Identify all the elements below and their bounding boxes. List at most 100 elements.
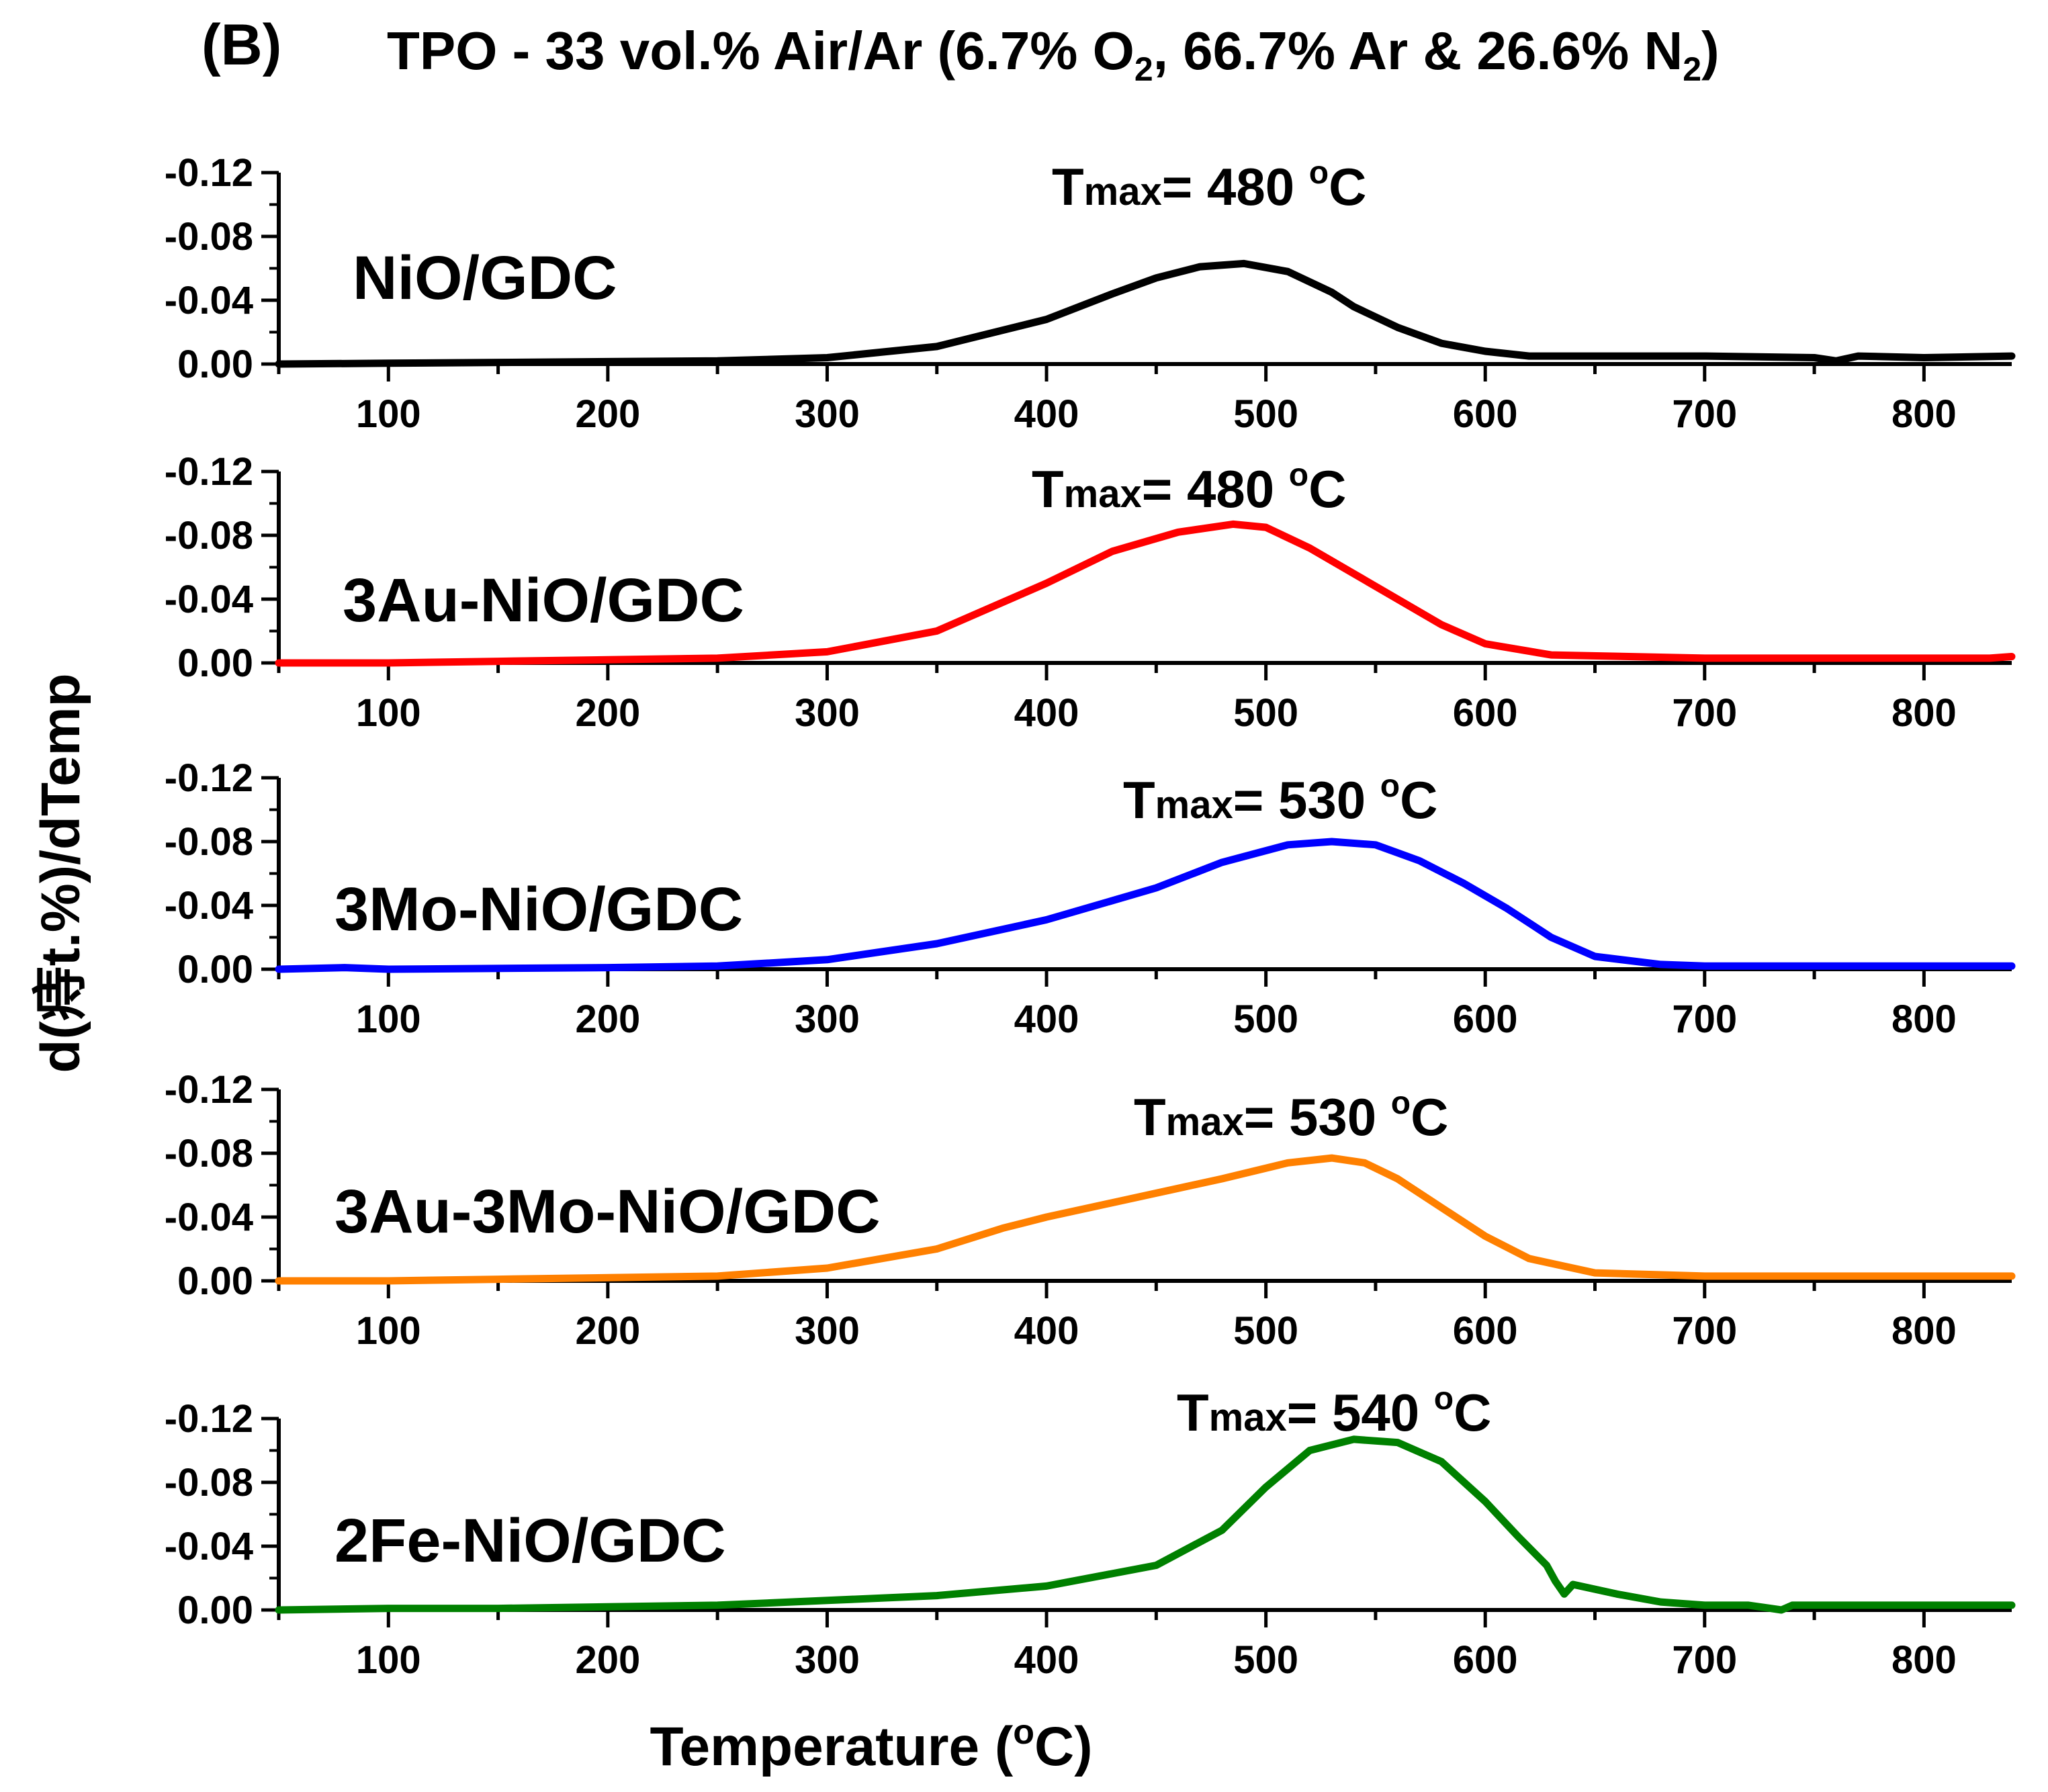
x-tick-label: 600 <box>1453 392 1518 436</box>
x-tick-label: 300 <box>795 392 860 436</box>
x-tick-label: 200 <box>575 691 640 735</box>
panel-1: 0.00 -0.04 -0.08 -0.12 100 200 300 400 500 600 700… <box>165 151 2016 436</box>
y-tick-label: -0.04 <box>165 884 253 928</box>
title-end: ) <box>1701 21 1720 81</box>
tmax-annotation: Tmax= 530 oC <box>1123 768 1437 830</box>
panel-3: 0.00 -0.04 -0.08 -0.12 100 200 300 400 500 600 700… <box>165 756 2016 1041</box>
x-axis-label-main: Temperature ( <box>650 1716 1013 1777</box>
series-line <box>275 1435 2016 1614</box>
x-tick-label: 400 <box>1014 691 1079 735</box>
x-axis-label-degree: o <box>1013 1713 1034 1752</box>
y-tick-label: -0.08 <box>165 514 253 557</box>
y-tick-label: -0.12 <box>165 1068 253 1112</box>
y-tick-label: 0.00 <box>177 343 253 386</box>
y-tick-label: -0.12 <box>165 151 253 195</box>
y-axis-label: d(痔t.%)/dTemp <box>30 673 91 1073</box>
x-tick-label: 500 <box>1233 997 1298 1041</box>
x-tick-label: 400 <box>1014 997 1079 1041</box>
y-tick-label: 0.00 <box>177 641 253 685</box>
tmax-subscript: max <box>1064 472 1142 516</box>
tmax-value: = 540 <box>1287 1383 1434 1442</box>
tmax-prefix: T <box>1134 1087 1166 1147</box>
tmax-subscript: max <box>1084 170 1162 214</box>
x-tick-label: 500 <box>1233 1638 1298 1682</box>
x-tick-label: 800 <box>1891 691 1957 735</box>
tmax-degree: o <box>1309 155 1329 191</box>
y-tick-label: -0.12 <box>165 450 253 494</box>
x-tick-label: 200 <box>575 1309 640 1353</box>
tmax-prefix: T <box>1177 1383 1209 1442</box>
tmax-prefix: T <box>1123 770 1155 830</box>
x-tick-label: 600 <box>1453 1638 1518 1682</box>
x-tick-label: 300 <box>795 1638 860 1682</box>
tmax-unit: C <box>1329 157 1366 216</box>
x-tick-label: 100 <box>356 1309 421 1353</box>
tmax-unit: C <box>1308 459 1346 519</box>
title-main: TPO - 33 vol.% Air/Ar (6.7% O <box>387 21 1134 81</box>
tmax-value: = 480 <box>1162 157 1309 216</box>
x-tick-label: 700 <box>1672 691 1737 735</box>
x-tick-label: 200 <box>575 997 640 1041</box>
title-sub-n2: 2 <box>1683 50 1702 88</box>
panel-label: (B) <box>202 13 282 77</box>
tmax-subscript: max <box>1166 1100 1244 1144</box>
y-tick-label: -0.04 <box>165 279 253 322</box>
y-tick-label: -0.12 <box>165 756 253 800</box>
x-tick-label: 300 <box>795 997 860 1041</box>
sample-label: 3Mo-NiO/GDC <box>335 875 743 944</box>
chart-title: TPO - 33 vol.% Air/Ar (6.7% O2, 66.7% Ar… <box>387 20 1720 89</box>
tmax-value: = 480 <box>1142 459 1289 519</box>
tmax-annotation: Tmax= 530 oC <box>1134 1085 1448 1147</box>
x-tick-label: 600 <box>1453 997 1518 1041</box>
x-tick-label: 300 <box>795 1309 860 1353</box>
x-tick-label: 500 <box>1233 392 1298 436</box>
tmax-value: = 530 <box>1244 1087 1391 1147</box>
y-tick-label: -0.08 <box>165 1461 253 1505</box>
x-tick-label: 100 <box>356 997 421 1041</box>
sample-label: NiO/GDC <box>353 244 617 312</box>
y-tick-label: -0.08 <box>165 215 253 259</box>
y-tick-label: -0.08 <box>165 1132 253 1175</box>
x-tick-label: 500 <box>1233 1309 1298 1353</box>
x-tick-label: 500 <box>1233 691 1298 735</box>
x-tick-label: 200 <box>575 392 640 436</box>
x-tick-label: 700 <box>1672 1309 1737 1353</box>
y-tick-label: 0.00 <box>177 948 253 991</box>
sample-label: 2Fe-NiO/GDC <box>335 1507 726 1575</box>
tmax-degree: o <box>1380 768 1400 804</box>
x-tick-label: 600 <box>1453 1309 1518 1353</box>
x-tick-label: 200 <box>575 1638 640 1682</box>
x-tick-label: 400 <box>1014 392 1079 436</box>
x-tick-label: 800 <box>1891 1638 1957 1682</box>
sample-label: 3Au-NiO/GDC <box>343 566 744 635</box>
y-tick-label: -0.08 <box>165 820 253 864</box>
y-tick-label: -0.04 <box>165 1196 253 1239</box>
x-tick-label: 400 <box>1014 1638 1079 1682</box>
panel-4: 0.00 -0.04 -0.08 -0.12 100 200 300 400 500 600 700… <box>165 1068 2016 1353</box>
tmax-annotation: Tmax= 480 oC <box>1052 155 1366 216</box>
tmax-unit: C <box>1454 1383 1491 1442</box>
tmax-prefix: T <box>1032 459 1064 519</box>
x-tick-label: 700 <box>1672 1638 1737 1682</box>
x-tick-label: 800 <box>1891 1309 1957 1353</box>
series-line <box>275 259 2016 368</box>
tmax-degree: o <box>1289 457 1308 493</box>
x-tick-label: 300 <box>795 691 860 735</box>
y-tick-label: -0.04 <box>165 1525 253 1568</box>
x-tick-label: 800 <box>1891 392 1957 436</box>
y-tick-label: -0.12 <box>165 1397 253 1441</box>
tmax-prefix: T <box>1052 157 1084 216</box>
series-line <box>275 838 2016 973</box>
x-axis-label: Temperature (oC) <box>650 1713 1092 1777</box>
x-tick-label: 100 <box>356 691 421 735</box>
x-tick-label: 700 <box>1672 997 1737 1041</box>
tmax-subscript: max <box>1209 1396 1287 1439</box>
tmax-annotation: Tmax= 480 oC <box>1032 457 1346 519</box>
tmax-value: = 530 <box>1233 770 1380 830</box>
tmax-unit: C <box>1400 770 1437 830</box>
sample-label: 3Au-3Mo-NiO/GDC <box>335 1177 881 1246</box>
series-line <box>275 1154 2016 1285</box>
tmax-unit: C <box>1411 1087 1448 1147</box>
series-line <box>275 520 2016 667</box>
